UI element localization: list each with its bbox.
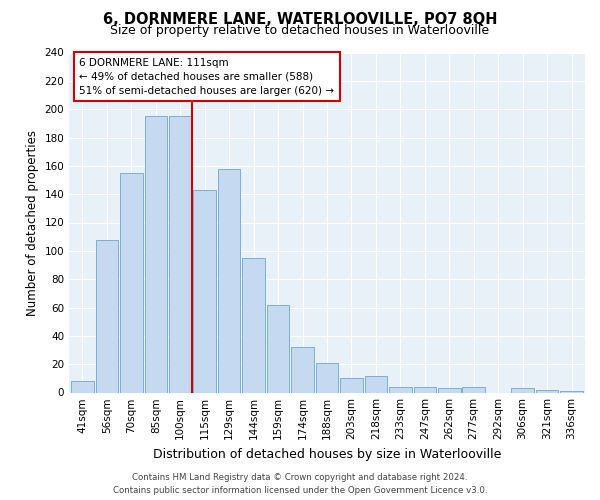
- Bar: [145, 116, 167, 392]
- Bar: [71, 381, 94, 392]
- Text: Size of property relative to detached houses in Waterlooville: Size of property relative to detached ho…: [110, 24, 490, 37]
- Bar: [536, 390, 559, 392]
- Bar: [316, 363, 338, 392]
- Text: 6 DORNMERE LANE: 111sqm
← 49% of detached houses are smaller (588)
51% of semi-d: 6 DORNMERE LANE: 111sqm ← 49% of detache…: [79, 58, 334, 96]
- Bar: [389, 387, 412, 392]
- Y-axis label: Number of detached properties: Number of detached properties: [26, 130, 39, 316]
- Bar: [291, 347, 314, 393]
- Bar: [218, 168, 241, 392]
- Bar: [95, 240, 118, 392]
- Bar: [340, 378, 363, 392]
- Bar: [267, 304, 289, 392]
- Bar: [560, 391, 583, 392]
- Text: Contains HM Land Registry data © Crown copyright and database right 2024.
Contai: Contains HM Land Registry data © Crown c…: [113, 474, 487, 495]
- Bar: [365, 376, 387, 392]
- Bar: [511, 388, 534, 392]
- X-axis label: Distribution of detached houses by size in Waterlooville: Distribution of detached houses by size …: [153, 448, 501, 461]
- Bar: [438, 388, 461, 392]
- Bar: [169, 116, 191, 392]
- Bar: [193, 190, 216, 392]
- Bar: [413, 387, 436, 392]
- Bar: [463, 387, 485, 392]
- Bar: [242, 258, 265, 392]
- Bar: [120, 173, 143, 392]
- Text: 6, DORNMERE LANE, WATERLOOVILLE, PO7 8QH: 6, DORNMERE LANE, WATERLOOVILLE, PO7 8QH: [103, 12, 497, 28]
